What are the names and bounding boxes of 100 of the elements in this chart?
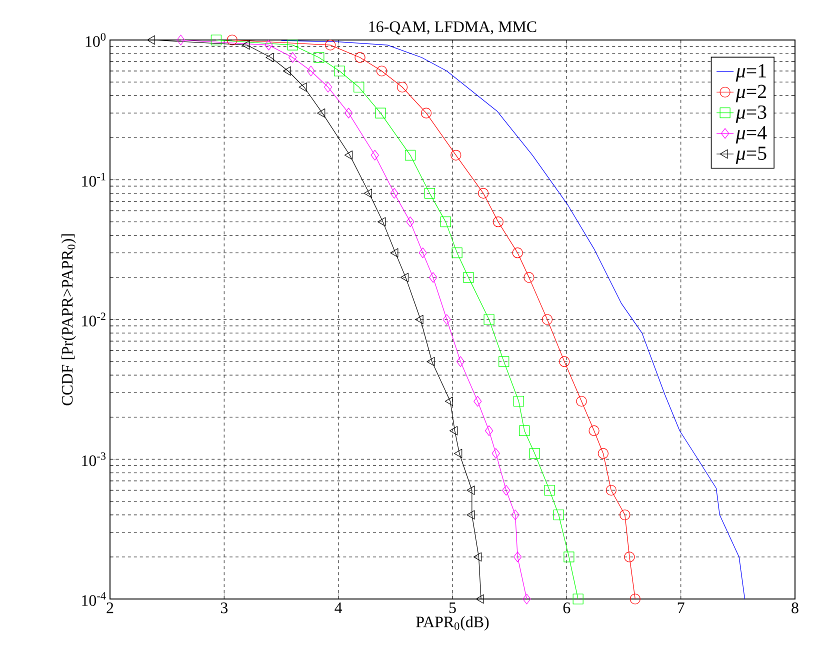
point	[364, 188, 372, 198]
x-tick-label: 5	[449, 602, 456, 614]
point	[396, 82, 408, 92]
point	[478, 188, 489, 199]
point	[463, 272, 474, 283]
point	[406, 216, 414, 228]
point	[288, 52, 297, 63]
point	[429, 272, 438, 283]
point	[511, 510, 520, 520]
y-axis-title: CCDF [Pr(PAPR>PAPR$_{0}$)]	[61, 234, 76, 406]
point	[314, 52, 324, 63]
point	[588, 425, 600, 436]
point	[544, 484, 555, 496]
point	[454, 448, 462, 458]
point	[576, 396, 587, 407]
point	[474, 396, 482, 407]
point	[553, 510, 564, 520]
point	[466, 510, 475, 520]
point	[420, 108, 432, 118]
point	[418, 248, 427, 258]
point	[529, 448, 540, 459]
x-tick-label: 7	[678, 602, 684, 613]
point	[282, 66, 291, 76]
point	[376, 66, 388, 76]
x-tick-label: 8	[792, 602, 798, 614]
point	[325, 40, 336, 50]
point	[404, 150, 416, 160]
point	[400, 272, 408, 282]
point	[512, 248, 523, 258]
point	[456, 356, 465, 367]
point	[513, 396, 524, 407]
point	[415, 314, 424, 324]
point	[502, 484, 510, 496]
point	[354, 52, 366, 63]
point	[390, 188, 398, 199]
point	[630, 594, 640, 604]
legend-label: μ=5	[736, 146, 766, 164]
point	[492, 216, 504, 228]
point	[484, 425, 494, 436]
point	[324, 82, 332, 92]
point	[146, 35, 156, 45]
point	[572, 594, 584, 604]
point	[264, 40, 273, 50]
legend-label: μ=4	[736, 126, 767, 144]
point	[226, 34, 238, 46]
point	[559, 356, 570, 367]
y-tick-label: 10$^{-1}$	[82, 172, 106, 187]
point	[287, 40, 298, 50]
point	[466, 486, 475, 495]
point	[473, 552, 482, 562]
x-tick-label: 2	[106, 602, 114, 614]
point	[542, 314, 553, 325]
point	[424, 188, 435, 199]
point	[344, 150, 353, 160]
point	[452, 248, 462, 258]
point	[210, 34, 222, 46]
point	[306, 66, 315, 76]
point	[450, 150, 462, 160]
point	[598, 448, 608, 459]
point	[519, 425, 530, 436]
point	[354, 82, 364, 92]
point	[442, 314, 451, 325]
y-tick-label: 10$^{0}$	[86, 33, 106, 47]
point	[606, 484, 616, 496]
point	[514, 552, 522, 562]
x-tick-label: 4	[334, 602, 342, 614]
point	[449, 426, 458, 436]
point	[176, 34, 185, 46]
legend-label: μ=1	[736, 64, 766, 82]
x-tick-label: 6	[563, 602, 570, 614]
y-tick-label: 10$^{-4}$	[82, 592, 106, 606]
point	[298, 82, 307, 92]
y-tick-label: 10$^{-3}$	[82, 452, 106, 466]
point	[344, 108, 353, 118]
point	[317, 108, 326, 118]
point	[492, 448, 500, 459]
point	[440, 216, 451, 228]
point	[524, 272, 534, 283]
x-tick-label: 3	[220, 602, 228, 614]
point	[484, 314, 494, 325]
point	[444, 396, 454, 406]
point	[378, 217, 386, 226]
point	[620, 510, 630, 520]
x-axis-title: PAPR$_{0}$(dB)	[416, 616, 489, 631]
y-tick-label: 10$^{-2}$	[82, 312, 106, 326]
point	[370, 150, 379, 160]
point	[375, 108, 386, 118]
point	[242, 40, 250, 50]
legend-label: μ=3	[736, 105, 766, 123]
point	[426, 356, 435, 366]
point	[334, 66, 345, 76]
point	[498, 356, 510, 367]
point	[624, 552, 635, 562]
point	[564, 552, 574, 562]
point	[390, 248, 398, 258]
legend-label: μ=2	[736, 84, 766, 102]
line-series	[280, 40, 746, 600]
point	[266, 52, 274, 62]
chart-title: 16-QAM, LFDMA, MMC	[369, 21, 536, 34]
point	[476, 594, 484, 604]
